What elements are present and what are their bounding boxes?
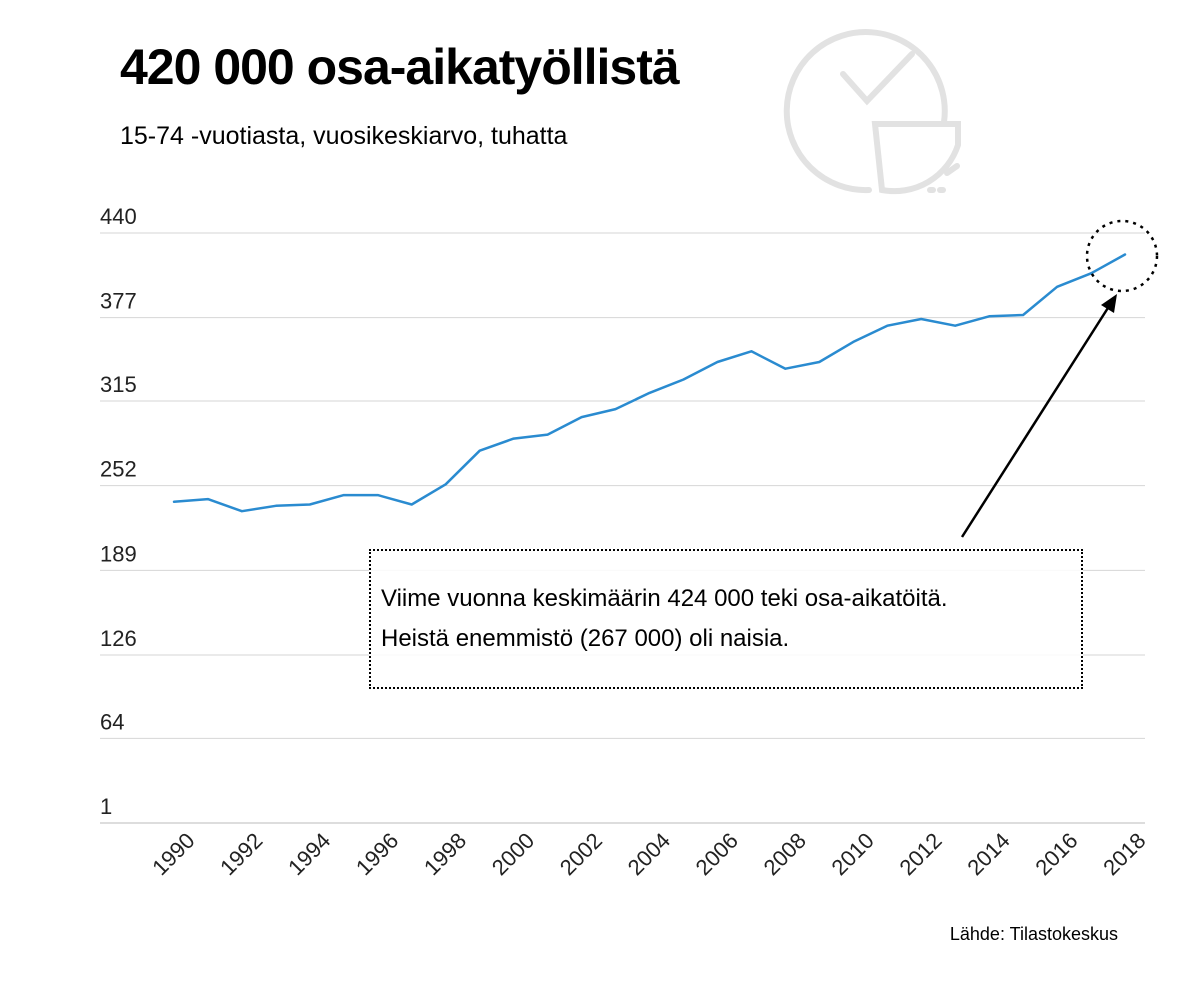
pie-chart-check-icon bbox=[783, 29, 961, 195]
x-tick-label: 1998 bbox=[419, 828, 471, 880]
y-tick-label: 252 bbox=[100, 457, 137, 482]
y-tick-label: 440 bbox=[100, 204, 137, 229]
x-tick-label: 1996 bbox=[351, 828, 403, 880]
x-tick-label: 2002 bbox=[555, 828, 607, 880]
x-tick-label: 2018 bbox=[1098, 828, 1150, 880]
x-tick-label: 1992 bbox=[215, 828, 267, 880]
chart-subtitle: 15-74 -vuotiasta, vuosikeskiarvo, tuhatt… bbox=[120, 122, 568, 150]
series-line bbox=[172, 253, 1127, 513]
x-tick-label: 2008 bbox=[759, 828, 811, 880]
annotation-box: Viime vuonna keskimäärin 424 000 teki os… bbox=[369, 549, 1083, 689]
y-tick-label: 189 bbox=[100, 541, 137, 566]
annotation-marker bbox=[960, 219, 1159, 538]
annotation-arrow bbox=[960, 299, 1115, 538]
x-tick-label: 2016 bbox=[1030, 828, 1082, 880]
y-tick-label: 126 bbox=[100, 626, 137, 651]
x-tick-label: 2006 bbox=[691, 828, 743, 880]
y-tick-label: 1 bbox=[100, 794, 112, 819]
x-tick-label: 1994 bbox=[283, 828, 335, 880]
source-note: Lähde: Tilastokeskus bbox=[949, 924, 1118, 944]
y-tick-label: 64 bbox=[100, 709, 124, 734]
x-tick-label: 2000 bbox=[487, 828, 539, 880]
x-tick-label: 1990 bbox=[147, 828, 199, 880]
annotation-line-1: Viime vuonna keskimäärin 424 000 teki os… bbox=[381, 585, 948, 612]
x-tick-label: 2014 bbox=[962, 828, 1014, 880]
highlight-circle bbox=[1085, 219, 1159, 293]
y-tick-label: 315 bbox=[100, 372, 137, 397]
y-tick-label: 377 bbox=[100, 289, 137, 314]
x-tick-label: 2012 bbox=[894, 828, 946, 880]
chart-title: 420 000 osa-aikatyöllistä bbox=[120, 39, 680, 95]
arrow-head bbox=[1101, 294, 1117, 313]
x-tick-label: 2004 bbox=[623, 828, 675, 880]
x-tick-label: 2010 bbox=[827, 828, 879, 880]
annotation-line-2: Heistä enemmistö (267 000) oli naisia. bbox=[381, 625, 790, 652]
